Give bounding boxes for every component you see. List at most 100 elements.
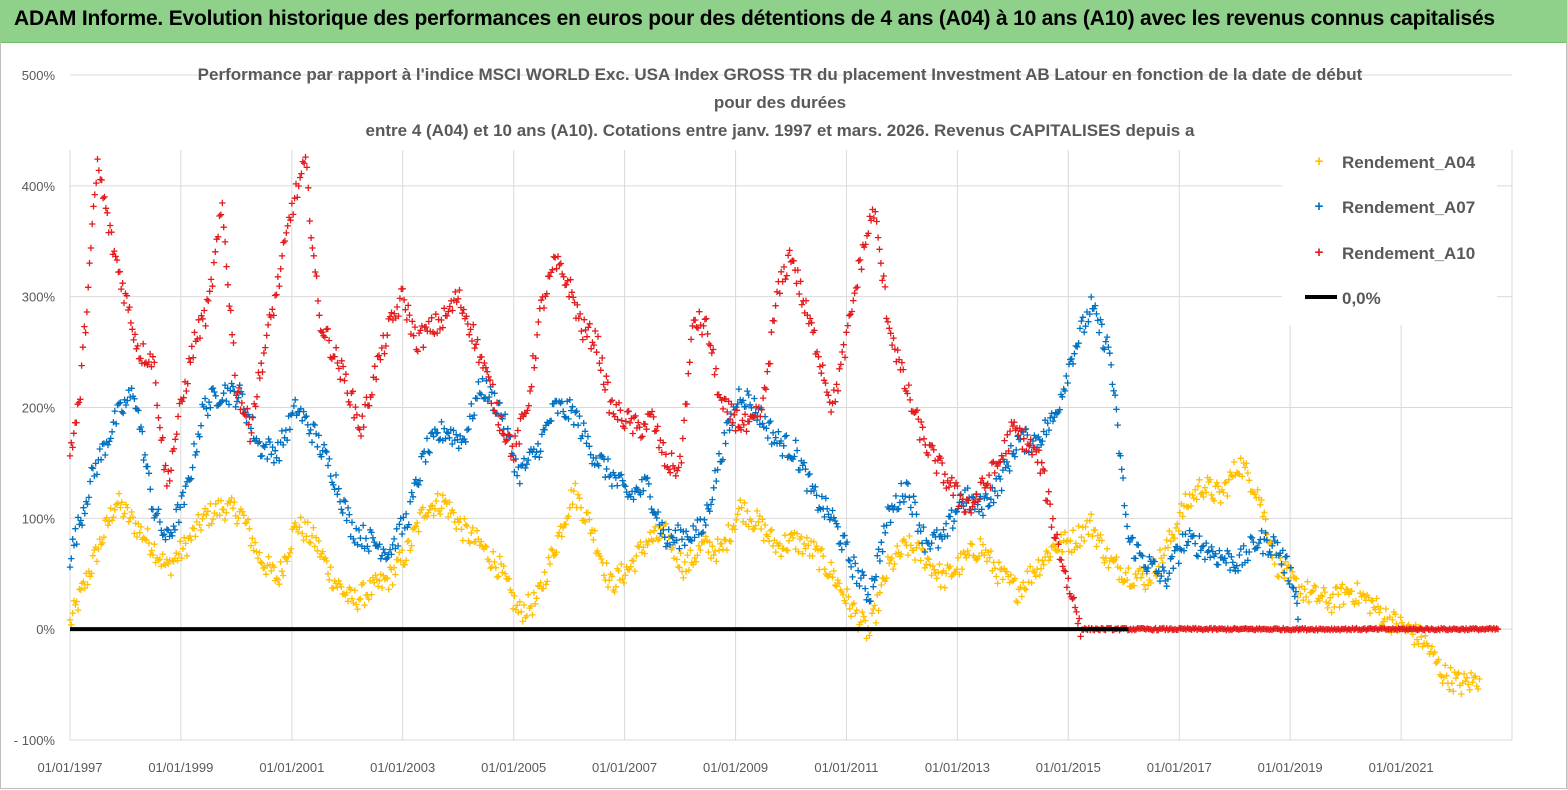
data-point	[134, 342, 141, 350]
data-point	[82, 329, 89, 336]
data-point	[886, 325, 893, 332]
data-point	[530, 446, 537, 453]
data-point	[712, 365, 720, 372]
data-point	[982, 490, 989, 498]
data-point	[73, 598, 80, 605]
data-point	[151, 541, 158, 548]
data-point	[796, 466, 804, 474]
data-point	[784, 547, 791, 554]
data-point	[594, 333, 602, 340]
data-point	[1037, 441, 1045, 448]
data-point	[1203, 489, 1210, 496]
data-point	[1278, 560, 1285, 568]
data-point	[1192, 486, 1199, 494]
data-point	[702, 533, 709, 540]
data-point	[466, 331, 473, 338]
data-point	[231, 498, 238, 506]
data-point	[837, 540, 844, 547]
data-point	[216, 512, 223, 519]
data-point	[941, 471, 949, 478]
data-point	[1294, 594, 1301, 601]
data-point	[973, 491, 980, 498]
data-point	[832, 398, 839, 405]
data-point	[356, 426, 363, 433]
data-point	[237, 406, 244, 413]
data-point	[523, 612, 530, 620]
data-point	[751, 525, 758, 533]
data-point	[78, 362, 85, 369]
data-point	[397, 557, 404, 565]
data-point	[904, 551, 912, 559]
data-point	[746, 418, 753, 425]
data-point	[783, 432, 790, 439]
data-point	[1163, 583, 1170, 590]
data-point	[290, 211, 297, 218]
data-point	[416, 509, 424, 517]
data-point	[1048, 523, 1055, 531]
data-point	[865, 230, 872, 237]
data-point	[1179, 513, 1186, 520]
data-point	[973, 556, 980, 564]
data-point	[759, 420, 766, 427]
data-point	[491, 390, 498, 397]
data-point	[560, 408, 567, 415]
data-point	[492, 564, 499, 571]
data-point	[846, 557, 853, 564]
data-point	[838, 588, 845, 596]
data-point	[658, 519, 666, 526]
data-point	[569, 403, 576, 410]
data-point	[1275, 625, 1283, 633]
data-point	[515, 463, 522, 471]
data-point	[1035, 433, 1042, 441]
data-point	[1160, 552, 1168, 559]
data-point	[102, 451, 109, 459]
data-point	[839, 348, 846, 356]
data-point	[223, 263, 230, 270]
data-point	[1160, 567, 1168, 575]
data-point	[942, 570, 950, 577]
data-point	[1071, 350, 1078, 357]
data-point	[272, 447, 279, 454]
data-point	[676, 564, 683, 571]
data-point	[1180, 547, 1188, 554]
data-point	[825, 511, 832, 518]
data-point	[985, 471, 993, 479]
data-point	[339, 509, 346, 517]
data-point	[581, 518, 589, 525]
chart-legend: + Rendement_A04 + Rendement_A07 + Rendem…	[1282, 140, 1497, 325]
data-point	[1361, 592, 1368, 600]
data-point	[269, 306, 276, 313]
data-point	[728, 400, 735, 408]
data-point	[411, 479, 418, 487]
data-point	[468, 337, 476, 345]
data-point	[331, 353, 338, 360]
data-point	[1038, 459, 1045, 466]
data-point	[212, 248, 219, 255]
data-point	[360, 423, 367, 431]
data-point	[167, 571, 175, 579]
data-point	[1132, 555, 1139, 562]
data-point	[1398, 619, 1406, 626]
data-point	[1156, 546, 1164, 554]
data-point	[460, 306, 467, 313]
data-point	[561, 413, 568, 420]
data-point	[604, 455, 612, 463]
data-point	[630, 496, 637, 503]
data-point	[1082, 523, 1089, 531]
data-point	[1098, 321, 1105, 328]
data-point	[767, 418, 774, 425]
data-point	[1176, 545, 1184, 552]
data-point	[529, 611, 536, 619]
data-point	[419, 504, 426, 511]
data-point	[533, 449, 540, 456]
data-point	[182, 540, 189, 547]
data-point	[979, 512, 987, 519]
data-point	[1007, 442, 1015, 449]
data-point	[999, 456, 1007, 463]
data-point	[431, 505, 439, 512]
data-point	[1291, 574, 1298, 582]
data-point	[227, 307, 234, 314]
data-point	[306, 217, 313, 225]
data-point	[991, 487, 999, 495]
